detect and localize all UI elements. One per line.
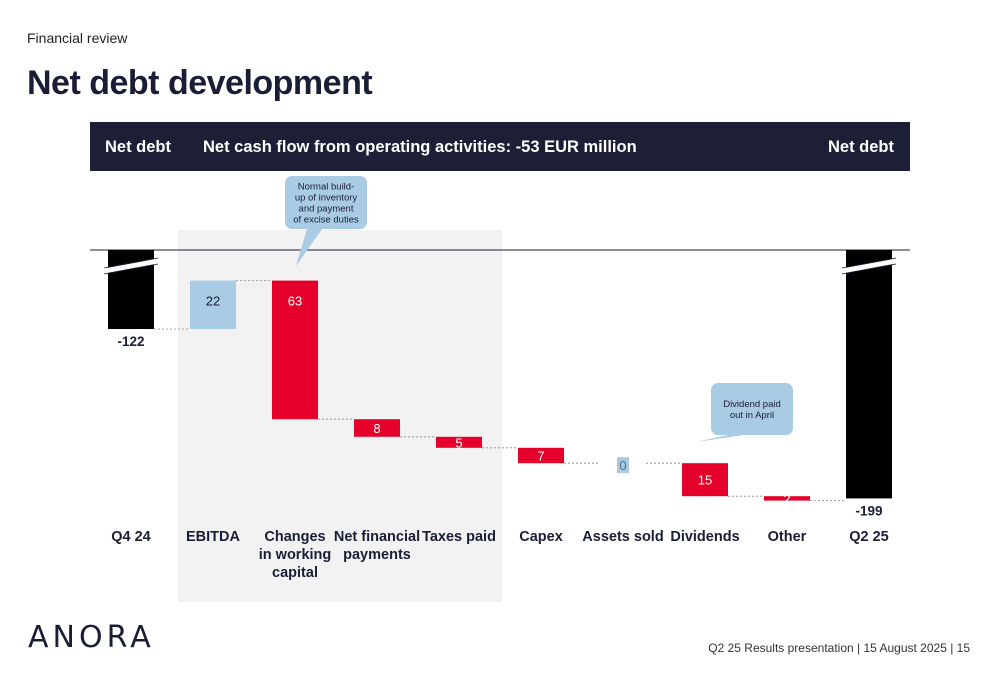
bar-assets-sold [617, 457, 629, 474]
bar-dividends [682, 463, 728, 497]
category-label-q2-25: Q2 25 [849, 529, 889, 545]
value-label-q2-25: -199 [855, 503, 882, 518]
bar-other [764, 496, 810, 501]
callout-box-changes-in-working-capital [285, 176, 367, 229]
value-label-other: 2 [783, 491, 790, 506]
header-net-debt-start: Net debt [105, 138, 171, 156]
value-label-ebitda: 22 [206, 294, 220, 309]
value-label-dividends: 15 [698, 473, 712, 488]
value-label-assets-sold: 0 [619, 458, 626, 473]
category-label-dividends: Dividends [670, 529, 739, 545]
axis-break-line [103, 263, 159, 275]
category-label-changes-in-working-capital: in working [259, 547, 332, 563]
callout-text-dividends: Dividend paid [723, 399, 781, 410]
category-label-assets-sold: Assets sold [582, 529, 663, 545]
header-net-debt-end: Net debt [828, 138, 894, 156]
section-label: Financial review [27, 30, 128, 46]
callout-text-changes-in-working-capital: and payment [299, 204, 354, 215]
value-label-capex: 7 [537, 449, 544, 464]
footer-info: Q2 25 Results presentation | 15 August 2… [708, 641, 970, 655]
bar-q2-25 [846, 250, 892, 499]
axis-break-mark [103, 258, 159, 274]
callout-text-changes-in-working-capital: up of inventory [295, 193, 358, 204]
bar-changes-in-working-capital [272, 280, 318, 420]
axis-break-line [841, 263, 897, 275]
bar-capex [518, 447, 564, 464]
header-bar: Net debt Net cash flow from operating ac… [90, 122, 910, 171]
value-label-taxes-paid: 5 [455, 435, 462, 450]
category-label-changes-in-working-capital: capital [272, 565, 318, 581]
value-label-net-financial-payments: 8 [373, 421, 380, 436]
axis-break-line [841, 257, 897, 269]
header-operating-cash-flow: Net cash flow from operating activities:… [203, 138, 637, 156]
bar-ebitda [190, 280, 236, 329]
category-label-net-financial-payments: Net financial [334, 529, 420, 545]
callout-box-dividends [711, 383, 793, 435]
page-title: Net debt development [27, 64, 373, 102]
axis-break-mark [841, 258, 897, 274]
value-label-q4-24: -122 [117, 334, 144, 349]
bar-net-financial-payments [354, 419, 400, 437]
category-label-taxes-paid: Taxes paid [422, 529, 496, 545]
callout-text-changes-in-working-capital: Normal build- [298, 182, 355, 193]
category-label-other: Other [768, 529, 807, 545]
callout-pointer-changes-in-working-capital [296, 229, 322, 266]
category-label-q4-24: Q4 24 [111, 529, 151, 545]
category-label-ebitda: EBITDA [186, 529, 241, 545]
callout-text-dividends: out in April [730, 410, 774, 421]
axis-break-line [103, 257, 159, 269]
bar-taxes-paid [436, 436, 482, 448]
category-label-net-financial-payments: payments [343, 547, 411, 563]
callout-text-changes-in-working-capital: of excise duties [293, 215, 359, 226]
anora-logo: ANORA [28, 620, 155, 655]
value-label-changes-in-working-capital: 63 [288, 294, 302, 309]
callout-pointer-dividends [696, 435, 744, 442]
category-label-capex: Capex [519, 529, 563, 545]
category-label-changes-in-working-capital: Changes [264, 529, 325, 545]
